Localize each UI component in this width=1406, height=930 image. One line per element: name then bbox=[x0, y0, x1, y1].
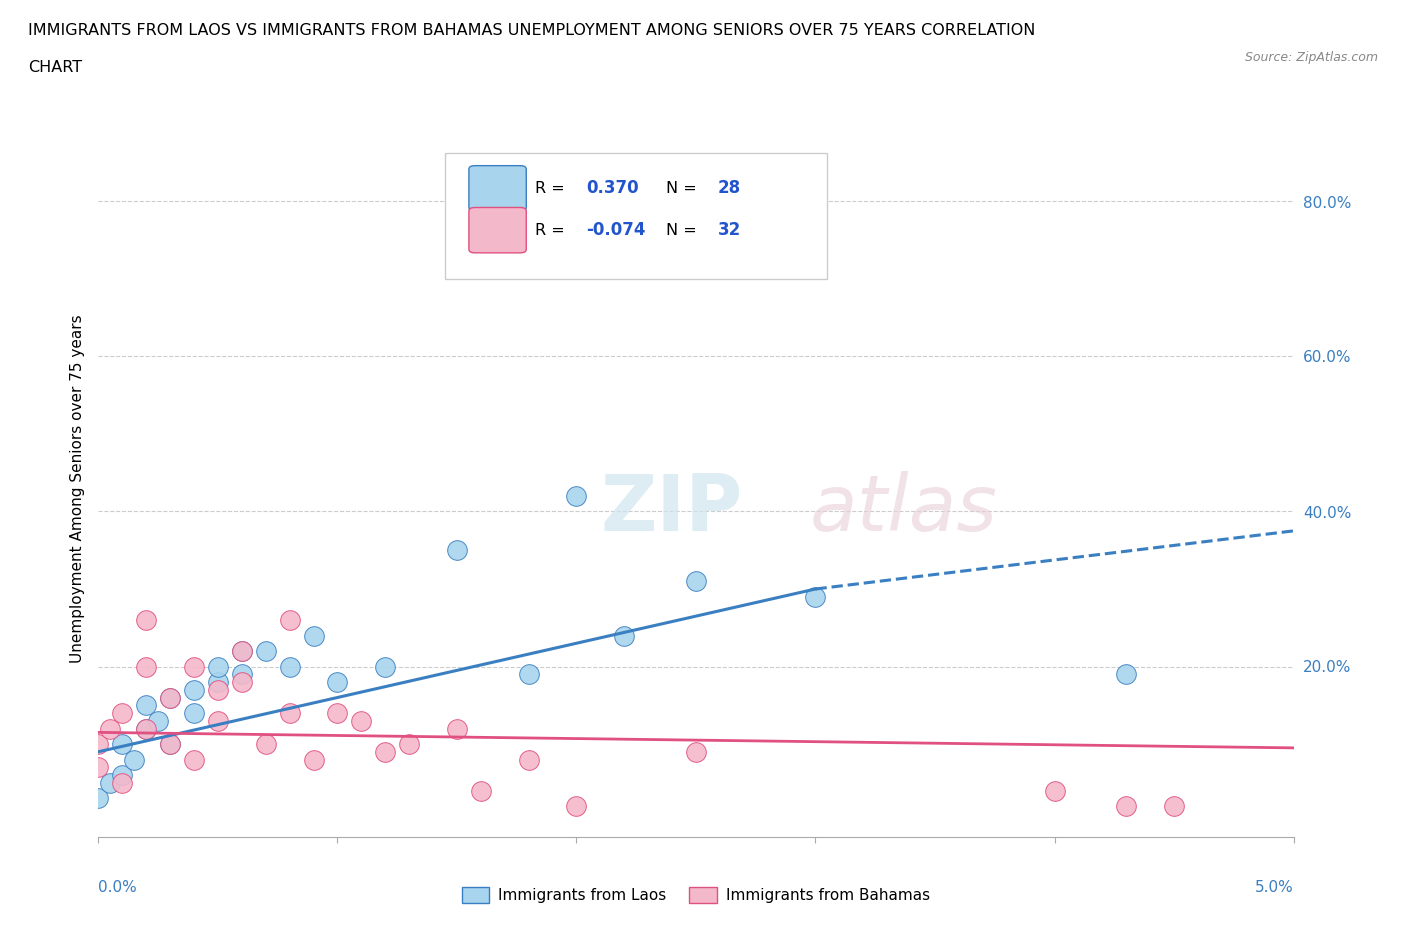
FancyBboxPatch shape bbox=[444, 153, 827, 279]
Point bbox=[231, 644, 253, 658]
Point bbox=[302, 752, 325, 767]
Point bbox=[207, 659, 229, 674]
Text: CHART: CHART bbox=[28, 60, 82, 75]
Point bbox=[135, 659, 157, 674]
Point bbox=[183, 752, 205, 767]
Point bbox=[87, 737, 110, 751]
FancyBboxPatch shape bbox=[470, 166, 526, 211]
Point bbox=[207, 713, 229, 728]
Point bbox=[374, 744, 396, 759]
Point bbox=[685, 574, 707, 589]
Point bbox=[111, 706, 134, 721]
Point bbox=[1115, 799, 1137, 814]
Text: ZIP: ZIP bbox=[600, 472, 742, 547]
Point bbox=[517, 667, 540, 682]
Point bbox=[565, 488, 588, 503]
Text: 32: 32 bbox=[717, 221, 741, 239]
Point bbox=[159, 690, 181, 705]
Text: R =: R = bbox=[534, 222, 564, 238]
Point bbox=[278, 706, 301, 721]
Point bbox=[111, 767, 134, 782]
Point bbox=[302, 628, 325, 643]
Point bbox=[98, 776, 122, 790]
Point bbox=[231, 667, 253, 682]
Point bbox=[183, 706, 205, 721]
Text: atlas: atlas bbox=[810, 472, 997, 547]
FancyBboxPatch shape bbox=[470, 207, 526, 253]
Point bbox=[111, 737, 134, 751]
Point bbox=[446, 721, 468, 736]
Legend: Immigrants from Laos, Immigrants from Bahamas: Immigrants from Laos, Immigrants from Ba… bbox=[456, 882, 936, 910]
Point bbox=[1043, 783, 1066, 798]
Point bbox=[804, 590, 827, 604]
Text: 0.370: 0.370 bbox=[586, 179, 638, 197]
Point bbox=[159, 690, 181, 705]
Point bbox=[183, 683, 205, 698]
Point bbox=[517, 752, 540, 767]
Point bbox=[470, 783, 492, 798]
Point bbox=[613, 628, 636, 643]
Point bbox=[374, 659, 396, 674]
Point bbox=[87, 790, 110, 805]
Text: Source: ZipAtlas.com: Source: ZipAtlas.com bbox=[1244, 51, 1378, 64]
Point bbox=[111, 776, 134, 790]
Point bbox=[98, 721, 122, 736]
Point bbox=[159, 737, 181, 751]
Point bbox=[159, 737, 181, 751]
Point bbox=[1115, 667, 1137, 682]
Text: R =: R = bbox=[534, 180, 564, 196]
Point bbox=[350, 713, 373, 728]
Text: N =: N = bbox=[666, 222, 697, 238]
Point bbox=[135, 698, 157, 712]
Point bbox=[326, 674, 349, 689]
Point bbox=[254, 737, 277, 751]
Text: -0.074: -0.074 bbox=[586, 221, 645, 239]
Point bbox=[326, 706, 349, 721]
Point bbox=[685, 744, 707, 759]
Point bbox=[207, 674, 229, 689]
Point bbox=[183, 659, 205, 674]
Point bbox=[124, 752, 146, 767]
Point bbox=[565, 799, 588, 814]
Y-axis label: Unemployment Among Seniors over 75 years: Unemployment Among Seniors over 75 years bbox=[69, 314, 84, 662]
Point bbox=[135, 721, 157, 736]
Point bbox=[135, 721, 157, 736]
Text: 28: 28 bbox=[717, 179, 741, 197]
Point bbox=[87, 760, 110, 775]
Point bbox=[398, 737, 420, 751]
Point bbox=[207, 683, 229, 698]
Text: 0.0%: 0.0% bbox=[98, 880, 138, 895]
Point bbox=[231, 674, 253, 689]
Point bbox=[254, 644, 277, 658]
Text: N =: N = bbox=[666, 180, 697, 196]
Point bbox=[446, 543, 468, 558]
Text: IMMIGRANTS FROM LAOS VS IMMIGRANTS FROM BAHAMAS UNEMPLOYMENT AMONG SENIORS OVER : IMMIGRANTS FROM LAOS VS IMMIGRANTS FROM … bbox=[28, 23, 1035, 38]
Point bbox=[278, 659, 301, 674]
Point bbox=[148, 713, 170, 728]
Point bbox=[135, 613, 157, 628]
Point bbox=[1163, 799, 1185, 814]
Point bbox=[231, 644, 253, 658]
Text: 5.0%: 5.0% bbox=[1254, 880, 1294, 895]
Point bbox=[278, 613, 301, 628]
